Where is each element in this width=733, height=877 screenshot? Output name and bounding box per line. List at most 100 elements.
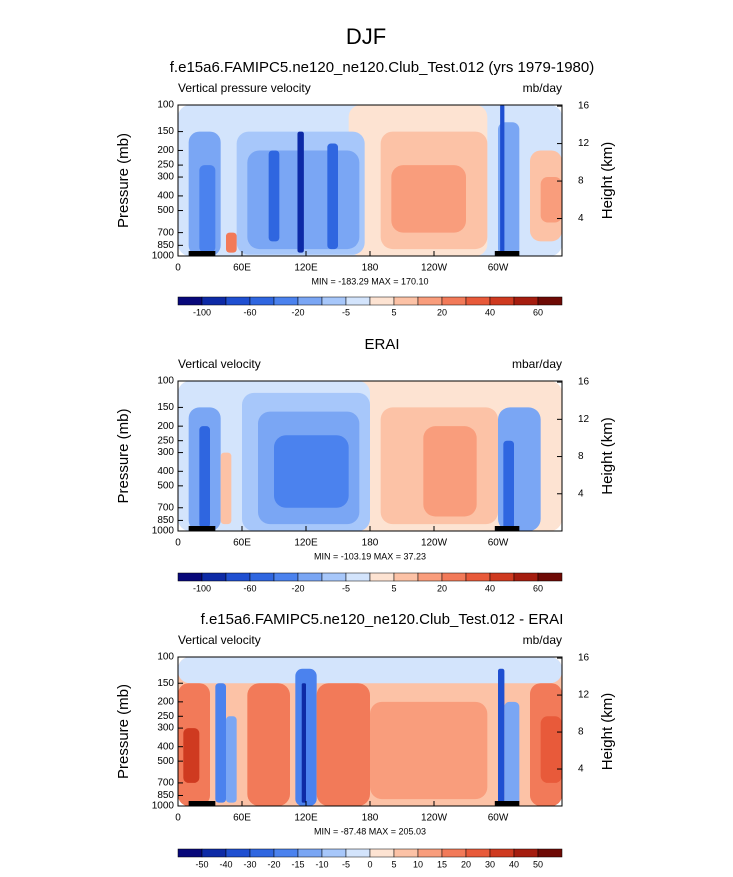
y2-tick-label: 12 — [578, 414, 590, 425]
contour-region — [503, 440, 514, 531]
colorbar-box — [177, 572, 203, 582]
y-tick-label: 700 — [157, 502, 174, 513]
contour-region — [370, 701, 488, 800]
colorbar-box — [321, 572, 347, 582]
y2-axis-title: Height (km) — [599, 417, 616, 495]
colorbar-label: -15 — [291, 859, 304, 869]
colorbar-box — [321, 296, 347, 306]
y-tick-label: 1000 — [152, 251, 175, 262]
contour-region — [215, 683, 226, 803]
contour-region — [540, 177, 562, 223]
y2-tick-label: 4 — [578, 488, 584, 499]
contour-field — [178, 657, 562, 806]
y-tick-label: 850 — [157, 240, 174, 251]
colorbar-label: 60 — [533, 307, 543, 317]
x-tick-label: 60W — [488, 538, 509, 549]
colorbar-label: -40 — [219, 859, 232, 869]
colorbar-label: -10 — [315, 859, 328, 869]
contour-field — [178, 105, 562, 256]
stats: MIN = -87.48 MAX = 205.03 — [314, 826, 426, 836]
colorbar-label: 15 — [437, 859, 447, 869]
colorbar-box — [297, 296, 323, 306]
colorbar-label: 5 — [391, 583, 396, 593]
y-axis-title: Pressure (mb) — [115, 684, 132, 779]
y2-tick-label: 8 — [578, 451, 584, 462]
colorbar-box — [297, 848, 323, 858]
contour-region — [498, 668, 505, 806]
y-tick-label: 400 — [157, 191, 174, 202]
panel-units: mb/day — [523, 633, 562, 647]
colorbar-label: -100 — [193, 583, 211, 593]
y2-tick-label: 8 — [578, 727, 584, 738]
colorbar-label: 5 — [391, 859, 396, 869]
contour-region — [504, 701, 520, 806]
colorbar-box — [225, 848, 251, 858]
colorbar-box — [537, 296, 563, 306]
y2-axis-title: Height (km) — [599, 142, 616, 220]
panel-units: mb/day — [523, 81, 562, 95]
y-tick-label: 150 — [157, 678, 174, 689]
colorbar-box — [393, 848, 419, 858]
contour-region — [247, 683, 290, 806]
x-tick-label: 60W — [488, 813, 509, 824]
colorbar-label: -20 — [291, 307, 304, 317]
contour-region — [301, 683, 306, 803]
y2-tick-label: 4 — [578, 213, 584, 224]
colorbar-box — [489, 572, 515, 582]
panel-title: ERAI — [364, 336, 399, 353]
x-tick-label: 120W — [421, 813, 448, 824]
colorbar-box — [465, 572, 491, 582]
y-tick-label: 200 — [157, 696, 174, 707]
colorbar-label: -30 — [243, 859, 256, 869]
y-tick-label: 300 — [157, 723, 174, 734]
contour-region — [268, 150, 280, 242]
panel-title: f.e15a6.FAMIPC5.ne120_ne120.Club_Test.01… — [170, 59, 594, 76]
colorbar-label: -60 — [243, 583, 256, 593]
contour-region — [316, 683, 370, 806]
y-tick-label: 500 — [157, 756, 174, 767]
contour-region — [274, 435, 349, 508]
colorbar-box — [249, 296, 275, 306]
colorbar-box — [369, 572, 395, 582]
terrain — [188, 801, 216, 806]
colorbar-box — [417, 848, 443, 858]
colorbar-label: 0 — [367, 859, 372, 869]
y2-axis-title: Height (km) — [599, 693, 616, 771]
colorbar-label: 20 — [461, 859, 471, 869]
y2-tick-label: 16 — [578, 377, 590, 388]
y2-tick-label: 12 — [578, 690, 590, 701]
contour-region — [199, 165, 216, 253]
colorbar-box — [489, 296, 515, 306]
y-tick-label: 100 — [157, 100, 174, 111]
contour-region — [500, 105, 505, 256]
colorbar-box — [201, 848, 227, 858]
x-tick-label: 0 — [175, 538, 181, 549]
colorbar-box — [201, 296, 227, 306]
x-tick-label: 120E — [294, 263, 318, 274]
y-tick-label: 200 — [157, 145, 174, 156]
colorbar-label: 20 — [437, 583, 447, 593]
contour-region — [423, 426, 477, 517]
x-tick-label: 180 — [362, 538, 379, 549]
y-tick-label: 250 — [157, 435, 174, 446]
colorbar-label: -5 — [342, 583, 350, 593]
colorbar-box — [177, 848, 203, 858]
colorbar-box — [489, 848, 515, 858]
colorbar-label: -20 — [291, 583, 304, 593]
colorbar-box — [177, 296, 203, 306]
colorbar-box — [345, 296, 371, 306]
colorbar-box — [345, 572, 371, 582]
colorbar-box — [465, 296, 491, 306]
x-tick-label: 120W — [421, 263, 448, 274]
contour-region — [226, 716, 237, 803]
y-tick-label: 150 — [157, 402, 174, 413]
colorbar-box — [513, 296, 539, 306]
x-tick-label: 0 — [175, 813, 181, 824]
colorbar-box — [417, 572, 443, 582]
stats: MIN = -183.29 MAX = 170.10 — [311, 276, 428, 286]
colorbar-box — [513, 848, 539, 858]
y2-tick-label: 12 — [578, 138, 590, 149]
colorbar-box — [441, 848, 467, 858]
y-tick-label: 100 — [157, 652, 174, 663]
